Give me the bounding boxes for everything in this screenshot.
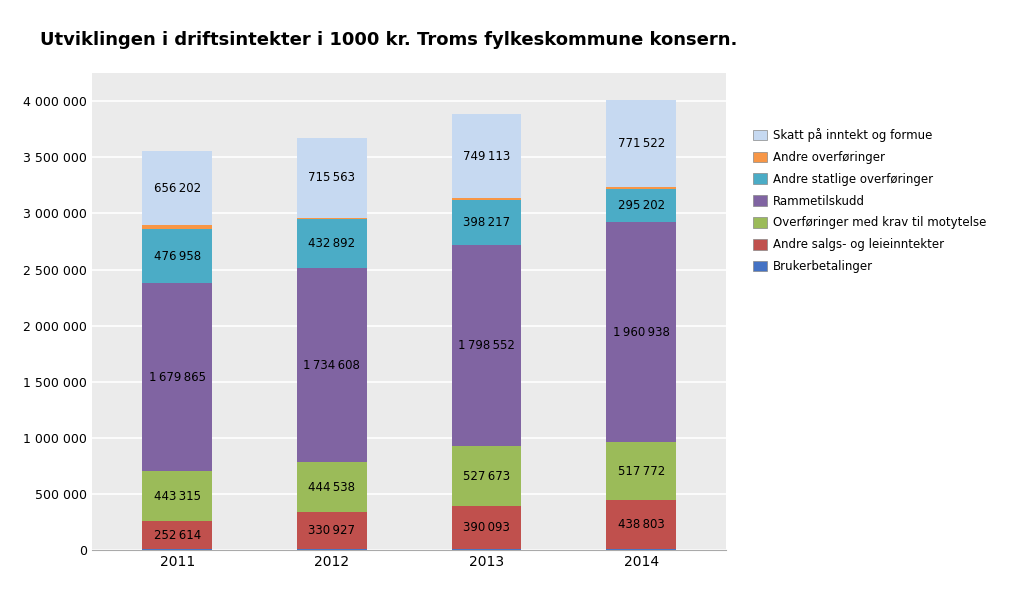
- Bar: [607, 189, 676, 222]
- Bar: [607, 222, 676, 442]
- Bar: [297, 512, 366, 549]
- Text: 390 093: 390 093: [463, 521, 510, 534]
- Bar: [452, 245, 522, 447]
- Text: 252 614: 252 614: [153, 529, 201, 542]
- Bar: [297, 218, 366, 219]
- Text: 444 538: 444 538: [308, 481, 355, 494]
- Text: 438 803: 438 803: [618, 518, 665, 531]
- Bar: [452, 199, 522, 200]
- Bar: [142, 471, 212, 521]
- Text: 432 892: 432 892: [308, 237, 355, 250]
- Bar: [607, 187, 676, 189]
- Text: 527 673: 527 673: [463, 469, 510, 483]
- Text: 295 202: 295 202: [618, 199, 665, 212]
- Text: 749 113: 749 113: [463, 150, 510, 163]
- Bar: [297, 268, 366, 463]
- Text: 443 315: 443 315: [153, 489, 201, 503]
- Bar: [142, 152, 212, 225]
- Bar: [297, 138, 366, 218]
- Bar: [607, 442, 676, 500]
- Text: 715 563: 715 563: [308, 172, 355, 185]
- Bar: [297, 219, 366, 268]
- Text: 1 960 938: 1 960 938: [613, 326, 670, 338]
- Bar: [452, 200, 522, 245]
- Text: 771 522: 771 522: [618, 137, 665, 150]
- Legend: Skatt på inntekt og formue, Andre overføringer, Andre statlige overføringer, Ram: Skatt på inntekt og formue, Andre overfø…: [753, 128, 986, 273]
- Text: 1 798 552: 1 798 552: [458, 339, 515, 352]
- Bar: [142, 521, 212, 549]
- Bar: [452, 447, 522, 505]
- Bar: [142, 225, 212, 230]
- Text: 398 217: 398 217: [463, 216, 510, 229]
- Bar: [452, 505, 522, 549]
- Text: 1 734 608: 1 734 608: [304, 359, 360, 371]
- Text: 476 958: 476 958: [153, 250, 201, 263]
- Text: Utviklingen i driftsintekter i 1000 kr. Troms fylkeskommune konsern.: Utviklingen i driftsintekter i 1000 kr. …: [40, 31, 738, 48]
- Bar: [142, 230, 212, 283]
- Bar: [607, 500, 676, 549]
- Text: 330 927: 330 927: [308, 524, 355, 537]
- Bar: [607, 100, 676, 187]
- Text: 517 772: 517 772: [618, 464, 665, 478]
- Bar: [452, 114, 522, 199]
- Bar: [297, 463, 366, 512]
- Bar: [142, 283, 212, 471]
- Text: 656 202: 656 202: [153, 181, 201, 194]
- Text: 1 679 865: 1 679 865: [148, 371, 206, 384]
